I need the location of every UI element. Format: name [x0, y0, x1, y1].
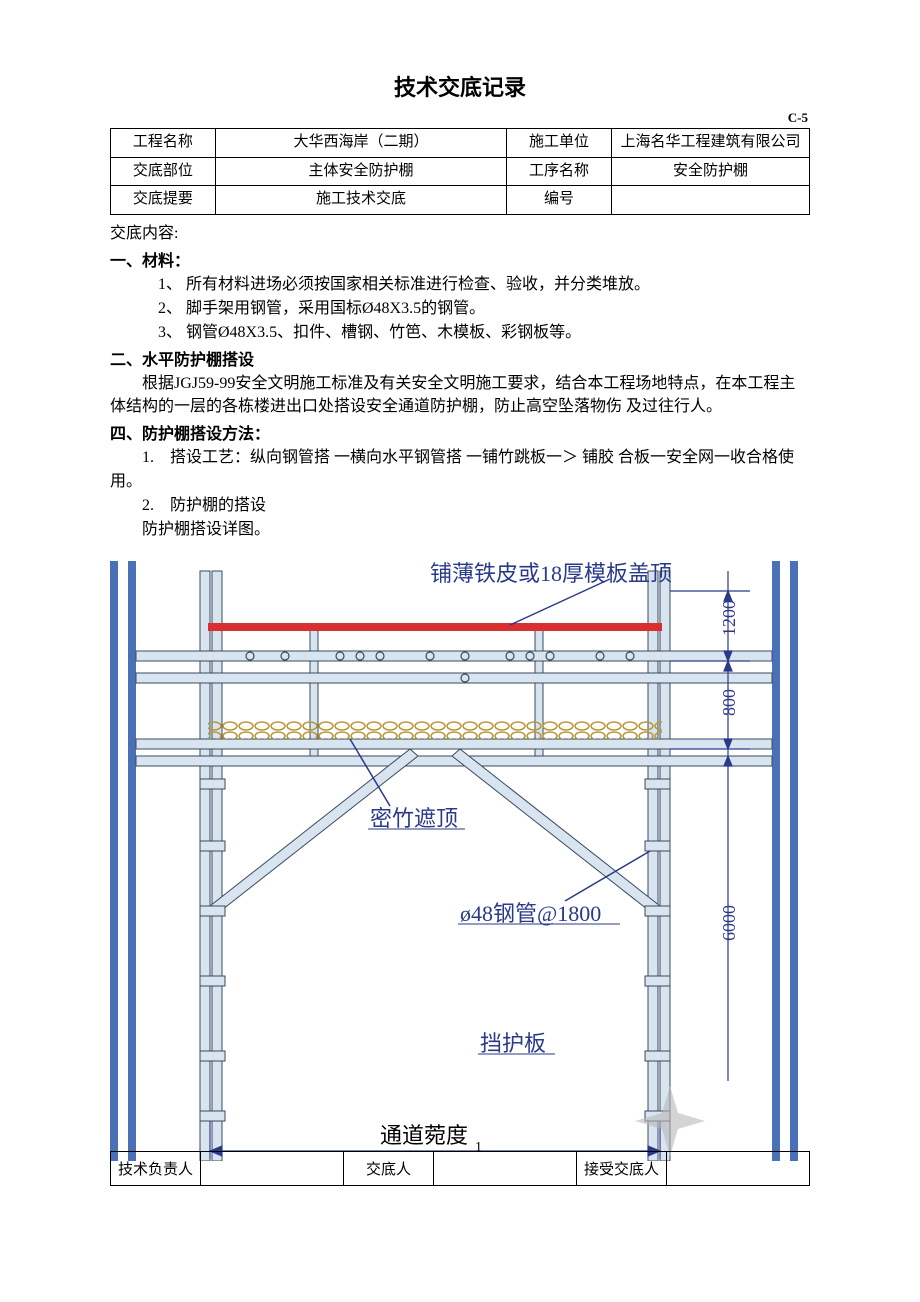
form-code: C-5 — [110, 110, 810, 126]
cell-label: 交底人 — [344, 1152, 434, 1186]
table-row: 工程名称 大华西海岸（二期） 施工单位 上海名华工程建筑有限公司 — [111, 129, 810, 158]
table-row: 交底提要 施工技术交底 编号 — [111, 186, 810, 215]
dim-label: 1200 — [719, 600, 739, 636]
cell-value: 大华西海岸（二期） — [215, 129, 506, 158]
diagram-label: 铺薄铁皮或18厚模板盖顶 — [430, 561, 672, 586]
cell-label: 交底部位 — [111, 157, 216, 186]
table-row: 技术负责人 交底人 接受交底人 — [111, 1152, 810, 1186]
cell-value: 施工技术交底 — [215, 186, 506, 215]
section-title: 四、防护棚搭设方法： — [110, 420, 810, 444]
cell-label: 工序名称 — [507, 157, 612, 186]
list-item: 2、 脚手架用钢管，采用国标Ø48X3.5的钢管。 — [110, 297, 810, 320]
paragraph: 根据JGJ59-99安全文明施工标准及有关安全文明施工要求，结合本工程场地特点，… — [110, 372, 810, 418]
dim-label: 6000 — [719, 905, 739, 941]
cell-label: 工程名称 — [111, 129, 216, 158]
body-content: 一、材料： 1、 所有材料进场必须按国家相关标准进行检查、验收，并分类堆放。 2… — [110, 247, 810, 542]
diagram-svg: 密竹遮顶 ø48钢管@1800 挡护板 铺薄铁皮或18厚模板盖顶 1200 80… — [110, 561, 810, 1161]
footer-table: 技术负责人 交底人 接受交底人 — [110, 1151, 810, 1186]
cell-label: 编号 — [507, 186, 612, 215]
cell-value — [667, 1152, 810, 1186]
table-row: 交底部位 主体安全防护棚 工序名称 安全防护棚 — [111, 157, 810, 186]
section-title: 一、材料： — [110, 247, 810, 271]
cell-label: 接受交底人 — [577, 1152, 667, 1186]
cell-value: 上海名华工程建筑有限公司 — [611, 129, 809, 158]
section-title: 二、水平防护棚搭设 — [110, 346, 810, 370]
cell-label: 技术负责人 — [111, 1152, 201, 1186]
dim-label: 通道菀度 — [380, 1123, 468, 1148]
paragraph: 1. 搭设工艺：纵向钢管搭 一横向水平钢管搭 一铺竹跳板一＞ 铺胶 合板一安全网… — [110, 446, 810, 492]
paragraph: 防护棚搭设详图。 — [110, 518, 810, 541]
cell-label: 施工单位 — [507, 129, 612, 158]
diagram: 密竹遮顶 ø48钢管@1800 挡护板 铺薄铁皮或18厚模板盖顶 1200 80… — [110, 561, 810, 1161]
cell-value — [611, 186, 809, 215]
dim-label: 800 — [719, 689, 739, 716]
cell-value: 主体安全防护棚 — [215, 157, 506, 186]
list-item: 3、 钢管Ø48X3.5、扣件、槽钢、竹笆、木模板、彩钢板等。 — [110, 321, 810, 344]
cell-label: 交底提要 — [111, 186, 216, 215]
diagram-label: ø48钢管@1800 — [460, 901, 601, 926]
cell-value — [201, 1152, 344, 1186]
diagram-label: 挡护板 — [480, 1031, 546, 1056]
cell-value — [434, 1152, 577, 1186]
paragraph: 2. 防护棚的搭设 — [110, 494, 810, 517]
list-item: 1、 所有材料进场必须按国家相关标准进行检查、验收，并分类堆放。 — [110, 273, 810, 296]
content-label: 交底内容: — [110, 219, 810, 243]
page-title: 技术交底记录 — [110, 70, 810, 102]
info-table: 工程名称 大华西海岸（二期） 施工单位 上海名华工程建筑有限公司 交底部位 主体… — [110, 128, 810, 215]
diagram-label: 密竹遮顶 — [370, 806, 458, 831]
cell-value: 安全防护棚 — [611, 157, 809, 186]
